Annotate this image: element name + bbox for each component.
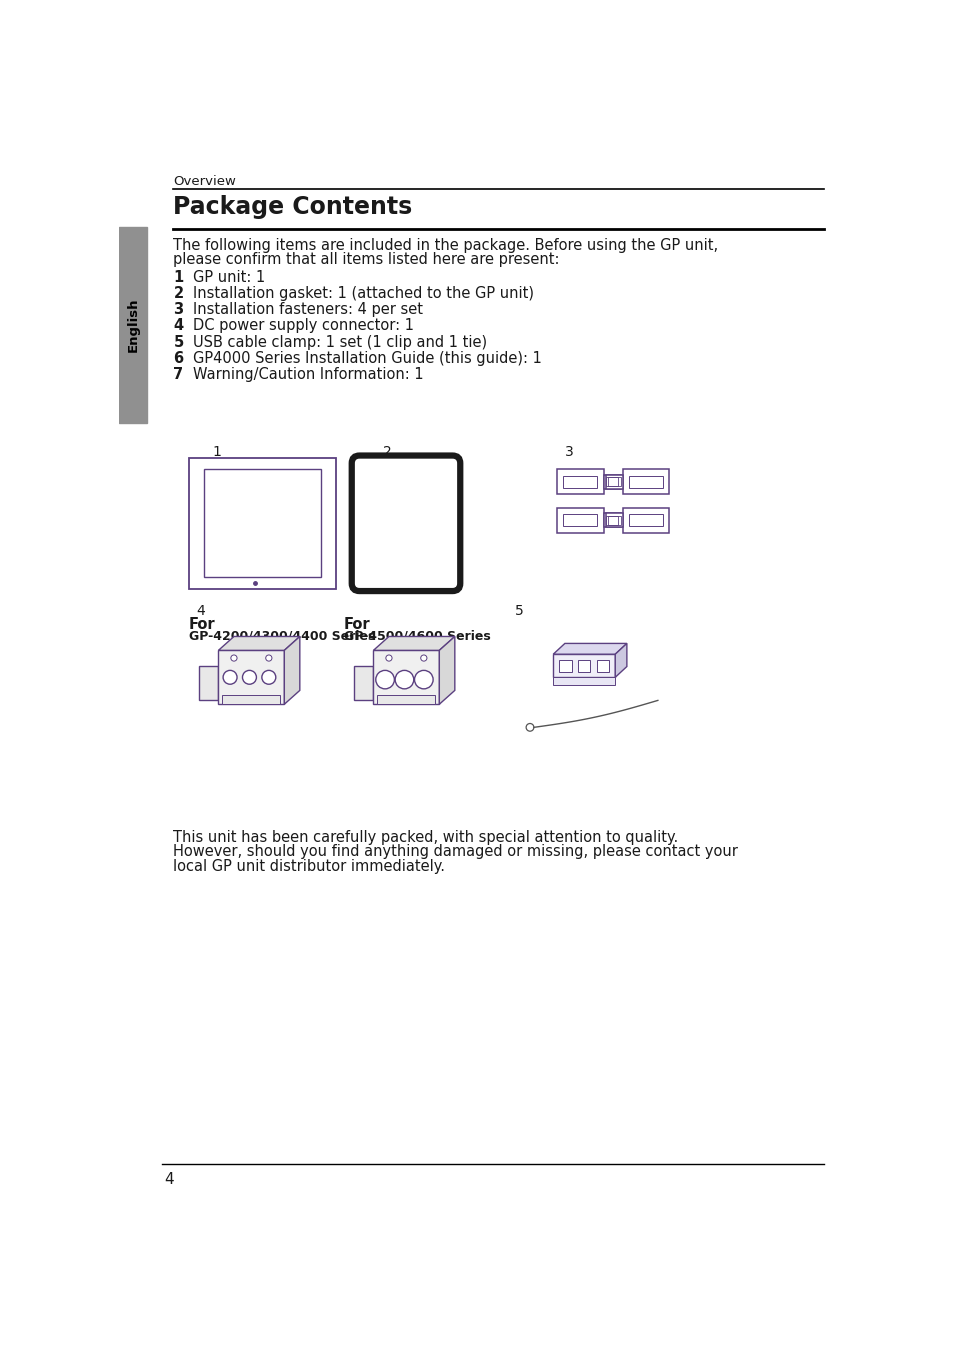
Bar	[596, 659, 608, 672]
Text: DC power supply connector: 1: DC power supply connector: 1	[193, 319, 414, 334]
Bar	[553, 678, 615, 685]
Bar	[557, 469, 603, 494]
Text: 7: 7	[173, 367, 183, 382]
Bar	[119, 227, 147, 424]
Text: 4: 4	[196, 604, 205, 619]
Bar	[558, 659, 571, 672]
Text: 6: 6	[173, 351, 183, 366]
Text: please confirm that all items listed here are present:: please confirm that all items listed her…	[173, 253, 559, 268]
Circle shape	[415, 670, 433, 689]
Polygon shape	[373, 636, 455, 651]
Bar	[629, 514, 662, 526]
Text: Installation gasket: 1 (attached to the GP unit): Installation gasket: 1 (attached to the …	[193, 286, 534, 301]
Text: GP4000 Series Installation Guide (this guide): 1: GP4000 Series Installation Guide (this g…	[193, 351, 541, 366]
Text: 1: 1	[173, 270, 184, 285]
Bar	[189, 457, 335, 589]
Polygon shape	[284, 636, 299, 705]
Bar	[222, 695, 280, 705]
Text: Warning/Caution Information: 1: Warning/Caution Information: 1	[193, 367, 423, 382]
Circle shape	[242, 670, 256, 685]
Bar	[204, 469, 320, 577]
Text: USB cable clamp: 1 set (1 clip and 1 tie): USB cable clamp: 1 set (1 clip and 1 tie…	[193, 335, 486, 350]
Text: 2: 2	[382, 445, 391, 459]
Circle shape	[420, 655, 427, 662]
Polygon shape	[553, 643, 626, 654]
Text: For: For	[344, 617, 370, 632]
Text: 3: 3	[173, 303, 183, 317]
Text: Overview: Overview	[173, 175, 236, 188]
Circle shape	[266, 655, 272, 662]
Text: GP-4200/4300/4400 Series: GP-4200/4300/4400 Series	[189, 629, 375, 643]
Bar	[622, 469, 669, 494]
Text: Installation fasteners: 4 per set: Installation fasteners: 4 per set	[193, 303, 422, 317]
Bar	[605, 514, 622, 527]
Circle shape	[231, 655, 236, 662]
Bar	[578, 659, 590, 672]
Text: local GP unit distributor immediately.: local GP unit distributor immediately.	[173, 859, 445, 874]
Text: GP unit: 1: GP unit: 1	[193, 270, 265, 285]
Text: 2: 2	[173, 286, 183, 301]
Text: 4: 4	[164, 1173, 173, 1188]
Circle shape	[385, 655, 392, 662]
Bar	[605, 475, 622, 488]
Bar	[553, 654, 615, 678]
Bar	[199, 666, 218, 701]
Text: This unit has been carefully packed, with special attention to quality.: This unit has been carefully packed, wit…	[173, 830, 678, 845]
Bar	[603, 475, 620, 488]
Text: 5: 5	[514, 604, 522, 619]
Bar	[608, 515, 620, 525]
Polygon shape	[439, 636, 455, 705]
Bar	[629, 476, 662, 488]
Text: English: English	[127, 297, 139, 352]
Text: Package Contents: Package Contents	[173, 195, 413, 219]
Bar	[557, 508, 603, 533]
Bar	[603, 514, 620, 527]
Circle shape	[375, 670, 394, 689]
Bar	[373, 651, 439, 705]
Polygon shape	[615, 643, 626, 678]
Circle shape	[261, 670, 275, 685]
Text: 1: 1	[212, 445, 221, 459]
Bar	[562, 476, 597, 488]
Bar	[605, 515, 618, 525]
Bar	[608, 477, 620, 487]
Polygon shape	[218, 636, 299, 651]
Bar	[622, 508, 669, 533]
Text: However, should you find anything damaged or missing, please contact your: However, should you find anything damage…	[173, 845, 738, 859]
Text: 5: 5	[173, 335, 184, 350]
Text: The following items are included in the package. Before using the GP unit,: The following items are included in the …	[173, 238, 718, 253]
Bar	[377, 695, 435, 705]
Circle shape	[223, 670, 236, 685]
Text: For: For	[189, 617, 215, 632]
Text: 3: 3	[564, 445, 573, 459]
Text: 4: 4	[173, 319, 183, 334]
Text: GP-4500/4600 Series: GP-4500/4600 Series	[344, 629, 490, 643]
Bar	[354, 666, 373, 701]
Circle shape	[395, 670, 414, 689]
Bar	[218, 651, 284, 705]
Bar	[562, 514, 597, 526]
Bar	[605, 477, 618, 487]
